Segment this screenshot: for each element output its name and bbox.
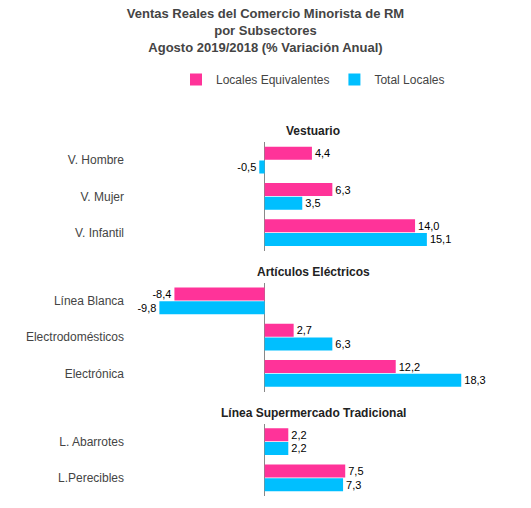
svg-text:Locales Equivalentes: Locales Equivalentes (216, 73, 329, 87)
svg-text:15,1: 15,1 (430, 233, 451, 245)
svg-text:6,3: 6,3 (335, 184, 350, 196)
svg-text:L.Perecibles: L.Perecibles (58, 471, 124, 485)
svg-text:Artículos Eléctricos: Artículos Eléctricos (257, 265, 370, 279)
svg-text:2,2: 2,2 (291, 442, 306, 454)
svg-text:6,3: 6,3 (335, 338, 350, 350)
svg-text:V. Hombre: V. Hombre (68, 153, 125, 167)
svg-text:-0,5: -0,5 (237, 161, 256, 173)
svg-text:Vestuario: Vestuario (286, 124, 340, 138)
svg-text:V. Mujer: V. Mujer (80, 190, 124, 204)
svg-text:Electrónica: Electrónica (65, 367, 125, 381)
svg-text:-8,4: -8,4 (152, 288, 171, 300)
svg-text:7,3: 7,3 (346, 479, 361, 491)
svg-text:7,5: 7,5 (348, 465, 363, 477)
svg-text:Ventas Reales del Comercio Min: Ventas Reales del Comercio Minorista de … (127, 6, 404, 55)
svg-text:14,0: 14,0 (418, 220, 439, 232)
svg-text:3,5: 3,5 (305, 197, 320, 209)
svg-text:Electrodomésticos: Electrodomésticos (26, 330, 124, 344)
svg-text:18,3: 18,3 (464, 374, 485, 386)
svg-text:Línea Blanca: Línea Blanca (54, 294, 124, 308)
svg-text:2,2: 2,2 (291, 429, 306, 441)
svg-text:Total Locales: Total Locales (374, 73, 444, 87)
svg-text:V. Infantil: V. Infantil (75, 226, 124, 240)
svg-text:Línea Supermercado Tradicional: Línea Supermercado Tradicional (221, 406, 406, 420)
svg-text:12,2: 12,2 (399, 361, 420, 373)
svg-text:2,7: 2,7 (297, 324, 312, 336)
svg-text:-9,8: -9,8 (137, 302, 156, 314)
svg-text:L. Abarrotes: L. Abarrotes (59, 435, 124, 449)
svg-text:4,4: 4,4 (315, 147, 330, 159)
